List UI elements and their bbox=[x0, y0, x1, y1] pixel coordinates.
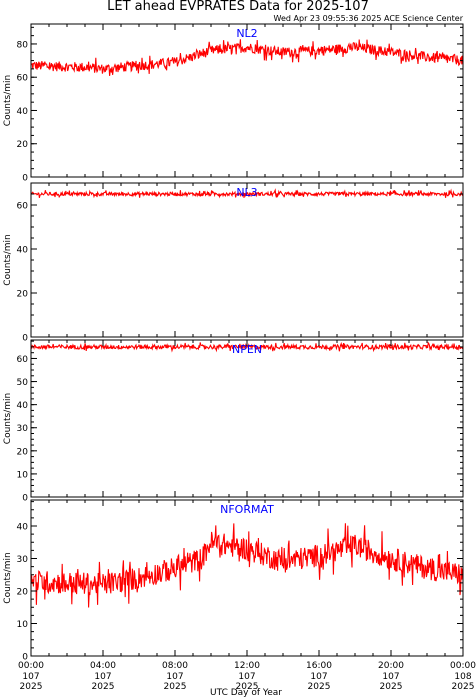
x-tick-label-time: 04:00 bbox=[90, 661, 116, 671]
panel-nl2: 0 20 40 60 80 Counts/min NL2 bbox=[3, 23, 464, 184]
x-tick-label-doy: 107 bbox=[382, 672, 399, 682]
y-tick-label: 40 bbox=[17, 107, 29, 117]
series-label-npen: NPEN bbox=[232, 343, 262, 356]
x-tick-label-doy: 107 bbox=[166, 672, 183, 682]
x-tick-label-year: 2025 bbox=[20, 682, 43, 692]
y-tick-label: 0 bbox=[22, 334, 28, 344]
x-tick-label-year: 2025 bbox=[380, 682, 403, 692]
plot-frame bbox=[30, 499, 464, 657]
y-axis-label: Counts/min bbox=[3, 234, 13, 285]
y-tick-label: 0 bbox=[22, 653, 28, 663]
y-tick-label: 0 bbox=[22, 494, 28, 504]
x-tick-label-doy: 107 bbox=[94, 672, 111, 682]
y-tick-label: 40 bbox=[17, 523, 29, 533]
panel-npen: 0 10 20 30 40 50 60 Counts/min NPEN bbox=[3, 339, 464, 504]
y-tick-label: 20 bbox=[17, 290, 29, 300]
x-tick-label-time: 00:00 bbox=[450, 661, 476, 671]
panel-nl3: 0 20 40 60 Counts/min NL3 bbox=[3, 182, 464, 344]
y-axis-label: Counts/min bbox=[3, 393, 13, 444]
x-tick-label-doy: 107 bbox=[238, 672, 255, 682]
series-label-nformat: NFORMAT bbox=[220, 503, 274, 516]
y-tick-label: 20 bbox=[17, 588, 29, 598]
x-tick-label-doy: 107 bbox=[22, 672, 39, 682]
x-tick-label-year: 2025 bbox=[92, 682, 115, 692]
y-tick-label: 40 bbox=[17, 401, 29, 411]
x-tick-label-time: 16:00 bbox=[306, 661, 332, 671]
x-tick-label-time: 20:00 bbox=[378, 661, 404, 671]
panel-nformat: 0 10 20 30 40 Counts/min NFORMAT bbox=[3, 499, 464, 663]
x-tick-label-year: 2025 bbox=[308, 682, 331, 692]
series-line-nl3 bbox=[30, 188, 464, 199]
y-tick-label: 40 bbox=[17, 246, 29, 256]
y-tick-label: 30 bbox=[17, 555, 29, 565]
y-tick-label: 60 bbox=[17, 202, 29, 212]
x-tick-labels: 00:00107202504:00107202508:00107202512:0… bbox=[18, 661, 476, 692]
y-tick-label: 0 bbox=[22, 174, 28, 184]
y-tick-label: 60 bbox=[17, 74, 29, 84]
timestamp: Wed Apr 23 09:55:36 2025 ACE Science Cen… bbox=[274, 14, 464, 23]
x-tick-label-time: 00:00 bbox=[18, 661, 44, 671]
x-tick-label-year: 2025 bbox=[452, 682, 475, 692]
y-tick-label: 80 bbox=[17, 40, 29, 50]
x-tick-label-doy: 107 bbox=[310, 672, 327, 682]
y-tick-label: 10 bbox=[17, 470, 29, 480]
plot-frame bbox=[30, 182, 464, 338]
series-label-nl3: NL3 bbox=[236, 186, 257, 199]
y-axis-label: Counts/min bbox=[3, 75, 13, 126]
y-tick-label: 20 bbox=[17, 447, 29, 457]
x-axis-label: UTC Day of Year bbox=[210, 688, 282, 698]
series-line-nformat bbox=[30, 523, 464, 608]
plot-frame bbox=[30, 339, 464, 498]
x-tick-label-time: 12:00 bbox=[234, 661, 260, 671]
y-tick-label: 20 bbox=[17, 140, 29, 150]
x-tick-label-time: 08:00 bbox=[162, 661, 188, 671]
y-axis-label: Counts/min bbox=[3, 552, 13, 603]
y-tick-label: 60 bbox=[17, 355, 29, 365]
y-tick-label: 10 bbox=[17, 620, 29, 630]
y-tick-label: 50 bbox=[17, 378, 29, 388]
x-tick-label-year: 2025 bbox=[164, 682, 187, 692]
series-label-nl2: NL2 bbox=[236, 27, 257, 40]
series-line-nl2 bbox=[30, 39, 464, 76]
y-tick-label: 30 bbox=[17, 424, 29, 434]
x-tick-label-doy: 108 bbox=[454, 672, 471, 682]
x-tick-label-year: 2025 bbox=[236, 682, 259, 692]
chart-title: LET ahead EVPRATES Data for 2025-107 bbox=[107, 0, 369, 14]
